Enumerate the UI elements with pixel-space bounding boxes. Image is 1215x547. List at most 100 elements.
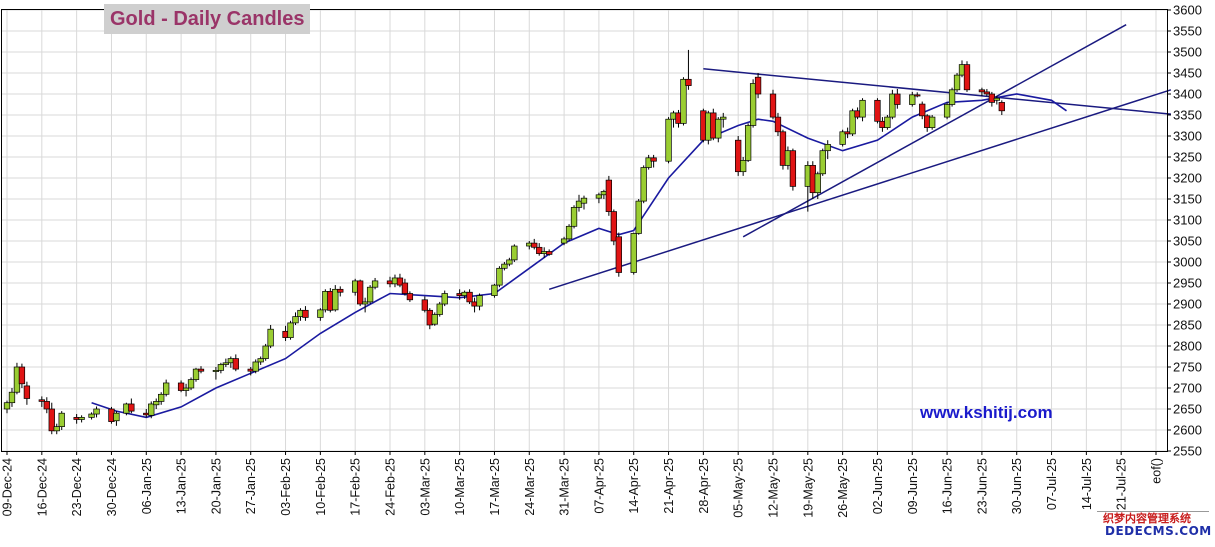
y-tick-label: 3550 bbox=[1173, 24, 1202, 39]
x-tick-label: 31-Mar-25 bbox=[558, 458, 572, 516]
candle-body bbox=[232, 358, 239, 370]
candle-body bbox=[536, 246, 543, 254]
y-tick-label: 2950 bbox=[1173, 276, 1202, 291]
y-tick-label: 2750 bbox=[1173, 360, 1202, 375]
candle-up bbox=[192, 367, 200, 382]
candle-body bbox=[396, 277, 404, 286]
candle-down bbox=[919, 101, 926, 120]
y-tick-label: 2550 bbox=[1173, 444, 1202, 459]
candle-up bbox=[332, 285, 339, 312]
x-tick-label: 24-Feb-25 bbox=[384, 458, 398, 516]
x-tick-label: 14-Apr-25 bbox=[627, 458, 641, 514]
x-tick-label: 16-Dec-24 bbox=[35, 458, 49, 516]
candle-down bbox=[983, 88, 991, 97]
candle-up bbox=[78, 415, 85, 423]
candle-up bbox=[441, 290, 448, 307]
candle-body bbox=[361, 301, 369, 305]
candle-body bbox=[148, 403, 155, 416]
candle-body bbox=[874, 99, 881, 122]
candle-body bbox=[496, 267, 503, 286]
candle-up bbox=[153, 398, 160, 409]
candle-body bbox=[466, 291, 473, 303]
candle-up bbox=[361, 297, 369, 313]
candle-up bbox=[93, 406, 100, 418]
candle-body bbox=[953, 74, 961, 91]
x-tick-label: 21-Jul-25 bbox=[1115, 458, 1129, 510]
candle-body bbox=[685, 78, 692, 86]
candle-up bbox=[630, 232, 637, 275]
y-axis-ticks: 2550 2600 2650 2700 2750 2800 2850 2900 2950 3000… bbox=[1167, 3, 1202, 459]
candle-up bbox=[560, 236, 568, 246]
candle-up bbox=[187, 377, 195, 391]
y-tick-label: 3600 bbox=[1173, 3, 1202, 18]
candle-body bbox=[963, 64, 971, 91]
candle-down bbox=[650, 154, 657, 168]
candle-body bbox=[546, 251, 553, 255]
plot-border bbox=[1, 9, 1168, 452]
y-tick-label: 3100 bbox=[1173, 213, 1202, 228]
candle-body bbox=[665, 118, 672, 162]
candle-body bbox=[113, 412, 120, 422]
candle-body bbox=[287, 322, 294, 338]
candle-up bbox=[292, 312, 299, 325]
x-tick-label: 27-Jan-25 bbox=[244, 458, 258, 514]
candle-up bbox=[849, 108, 856, 136]
candle-up bbox=[506, 257, 513, 267]
candle-body bbox=[978, 89, 986, 93]
candle-body bbox=[506, 259, 513, 265]
y-tick-label: 2700 bbox=[1173, 381, 1202, 396]
x-tick-label: 10-Mar-25 bbox=[453, 458, 467, 516]
candle-body bbox=[998, 102, 1005, 112]
candle-body bbox=[192, 368, 200, 380]
candle-down bbox=[754, 73, 762, 99]
candle-up bbox=[371, 277, 379, 290]
candle-down bbox=[232, 354, 239, 372]
site-watermark: www.kshitij.com bbox=[920, 403, 1053, 422]
candle-body bbox=[421, 299, 428, 311]
candle-body bbox=[929, 116, 936, 128]
candle-body bbox=[252, 361, 259, 372]
candle-body bbox=[43, 401, 50, 410]
candle-body bbox=[849, 110, 856, 135]
candle-up bbox=[993, 96, 1000, 105]
candle-body bbox=[740, 160, 747, 173]
x-tick-label: 09-Dec-24 bbox=[1, 458, 15, 516]
candle-body bbox=[53, 426, 60, 432]
candle-up bbox=[366, 285, 374, 304]
candle-body bbox=[153, 401, 160, 406]
candle-up bbox=[744, 123, 752, 163]
candle-body bbox=[575, 200, 583, 208]
candle-body bbox=[182, 387, 190, 391]
candle-down bbox=[978, 87, 986, 97]
x-tick-label: 16-Jun-25 bbox=[941, 458, 955, 514]
candle-up bbox=[436, 301, 443, 317]
candle-up bbox=[680, 77, 687, 126]
candle-down bbox=[396, 273, 404, 288]
candle-up bbox=[267, 325, 274, 349]
y-tick-label: 3400 bbox=[1173, 87, 1202, 102]
candle-up bbox=[431, 312, 438, 326]
candle-up bbox=[113, 411, 120, 426]
candle-body bbox=[187, 379, 195, 389]
candle-up bbox=[496, 266, 503, 288]
grid-lines bbox=[2, 9, 1167, 452]
candle-body bbox=[943, 104, 951, 118]
corner-logo-line1: 织梦内容管理系统 bbox=[1103, 512, 1191, 525]
corner-logo: 织梦内容管理系统 DEDECMS.COM bbox=[1097, 511, 1211, 540]
candle-down bbox=[406, 291, 414, 302]
candle-down bbox=[610, 209, 617, 246]
candle-body bbox=[819, 150, 826, 175]
candle-down bbox=[357, 279, 364, 307]
candle-down bbox=[421, 296, 428, 313]
candle-body bbox=[889, 93, 896, 118]
candle-up bbox=[252, 359, 259, 374]
candle-up bbox=[635, 199, 642, 235]
candle-body bbox=[754, 76, 762, 95]
candle-up bbox=[262, 343, 269, 361]
x-tick-label: 24-Mar-25 bbox=[523, 458, 537, 516]
candle-body bbox=[23, 385, 31, 399]
candle-up bbox=[859, 98, 866, 122]
candle-up bbox=[217, 362, 225, 374]
candle-body bbox=[839, 131, 846, 145]
